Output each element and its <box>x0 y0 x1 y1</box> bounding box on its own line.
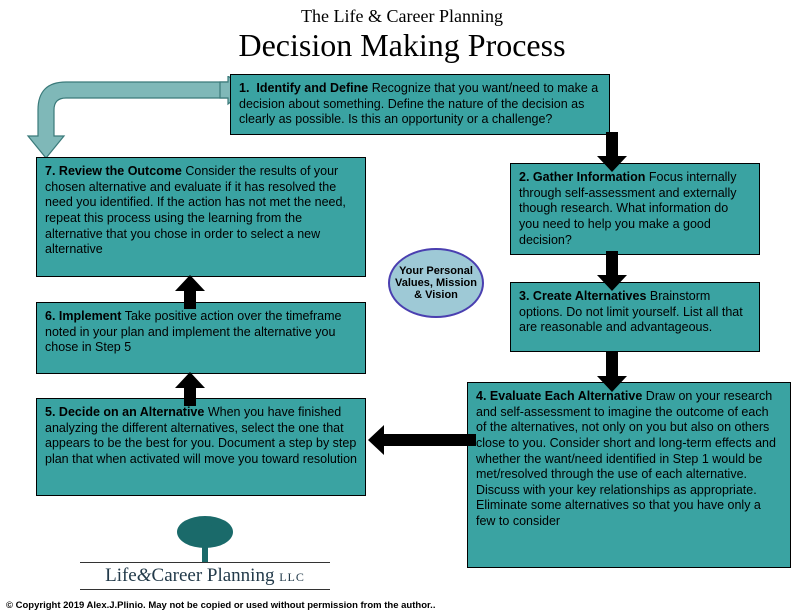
step-3-title: Create Alternatives <box>533 289 646 303</box>
step-3-num: 3. <box>519 289 529 303</box>
logo-suffix: LLC <box>279 570 305 584</box>
center-label: Your Personal Values, Mission & Vision <box>394 265 478 301</box>
step-3-box: 3. Create Alternatives Brainstorm option… <box>510 282 760 352</box>
step-7-num: 7. <box>45 164 55 178</box>
step-5-box: 5. Decide on an Alternative When you hav… <box>36 398 366 496</box>
step-6-num: 6. <box>45 309 55 323</box>
step-4-body: Draw on your research and self-assessmen… <box>476 389 776 528</box>
title-area: The Life & Career Planning Decision Maki… <box>0 0 804 64</box>
step-7-title: Review the Outcome <box>59 164 182 178</box>
main-title: Decision Making Process <box>0 27 804 64</box>
flow-arrow <box>175 275 205 311</box>
step-2-title: Gather Information <box>533 170 646 184</box>
flow-arrow <box>597 251 627 293</box>
center-ellipse: Your Personal Values, Mission & Vision <box>388 248 484 318</box>
redefine-arrow <box>24 76 234 160</box>
logo-main: Life <box>105 565 137 586</box>
step-4-box: 4. Evaluate Each Alternative Draw on you… <box>467 382 791 568</box>
flow-arrow <box>368 425 478 455</box>
tree-icon <box>170 514 240 564</box>
step-1-box: 1. Identify and Define Recognize that yo… <box>230 74 610 135</box>
step-7-box: 7. Review the Outcome Consider the resul… <box>36 157 366 277</box>
step-5-num: 5. <box>45 405 55 419</box>
flow-arrow <box>597 132 627 174</box>
step-1-title: Identify and Define <box>256 81 368 95</box>
logo-text: Life&Career Planning LLC <box>80 562 330 590</box>
step-2-box: 2. Gather Information Focus internally t… <box>510 163 760 255</box>
flow-arrow <box>597 352 627 394</box>
copyright: © Copyright 2019 Alex.J.Plinio. May not … <box>6 600 435 611</box>
logo-amp: & <box>137 565 152 586</box>
step-6-title: Implement <box>59 309 122 323</box>
step-6-box: 6. Implement Take positive action over t… <box>36 302 366 374</box>
supertitle: The Life & Career Planning <box>0 6 804 27</box>
step-2-num: 2. <box>519 170 529 184</box>
flow-arrow <box>175 372 205 408</box>
step-1-num: 1. <box>239 81 249 95</box>
step-4-num: 4. <box>476 389 486 403</box>
logo: Life&Career Planning LLC <box>80 514 330 590</box>
logo-rest: Career Planning <box>152 565 275 586</box>
